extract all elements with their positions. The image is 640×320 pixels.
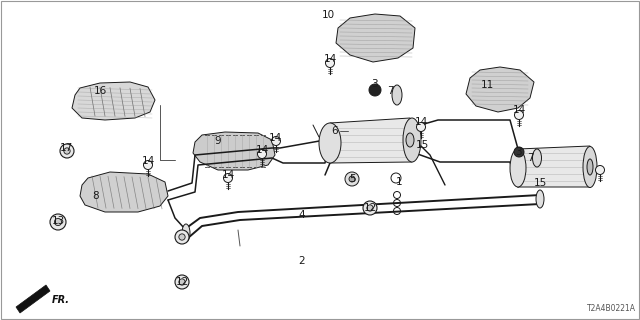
Circle shape bbox=[367, 205, 373, 211]
Circle shape bbox=[363, 201, 377, 215]
Text: 14: 14 bbox=[414, 117, 428, 127]
Text: 15: 15 bbox=[533, 178, 547, 188]
Text: FR.: FR. bbox=[52, 295, 70, 305]
Text: 14: 14 bbox=[268, 133, 282, 143]
Circle shape bbox=[64, 148, 70, 154]
Text: 17: 17 bbox=[60, 143, 72, 153]
Circle shape bbox=[143, 161, 152, 170]
Circle shape bbox=[369, 84, 381, 96]
Polygon shape bbox=[193, 132, 275, 170]
Circle shape bbox=[417, 123, 426, 132]
Circle shape bbox=[179, 234, 185, 240]
Text: 4: 4 bbox=[299, 210, 305, 220]
Circle shape bbox=[179, 279, 185, 285]
Circle shape bbox=[50, 214, 66, 230]
Text: 14: 14 bbox=[221, 170, 235, 180]
Text: T2A4B0221A: T2A4B0221A bbox=[587, 304, 636, 313]
Circle shape bbox=[223, 173, 232, 182]
Text: 6: 6 bbox=[332, 126, 339, 136]
Text: 8: 8 bbox=[93, 191, 99, 201]
Polygon shape bbox=[518, 146, 592, 187]
Polygon shape bbox=[80, 172, 168, 212]
Ellipse shape bbox=[406, 133, 414, 147]
Circle shape bbox=[515, 110, 524, 119]
Polygon shape bbox=[16, 285, 50, 313]
Text: 3: 3 bbox=[371, 79, 378, 89]
Text: 3: 3 bbox=[515, 147, 522, 157]
Text: 5: 5 bbox=[349, 174, 355, 184]
Circle shape bbox=[514, 147, 524, 157]
Text: 14: 14 bbox=[255, 145, 269, 155]
Text: 14: 14 bbox=[513, 105, 525, 115]
Text: 2: 2 bbox=[299, 256, 305, 266]
Ellipse shape bbox=[583, 147, 597, 188]
Ellipse shape bbox=[510, 149, 526, 187]
Ellipse shape bbox=[532, 149, 541, 167]
Ellipse shape bbox=[392, 85, 402, 105]
Circle shape bbox=[595, 165, 605, 174]
Text: 13: 13 bbox=[51, 216, 65, 226]
Text: 11: 11 bbox=[481, 80, 493, 90]
Ellipse shape bbox=[182, 224, 190, 242]
Text: 14: 14 bbox=[141, 156, 155, 166]
Circle shape bbox=[175, 275, 189, 289]
Polygon shape bbox=[72, 82, 155, 120]
Circle shape bbox=[60, 144, 74, 158]
Text: 1: 1 bbox=[396, 177, 403, 187]
Ellipse shape bbox=[587, 159, 593, 175]
Ellipse shape bbox=[403, 118, 421, 162]
Text: 10: 10 bbox=[321, 10, 335, 20]
Circle shape bbox=[257, 149, 266, 158]
Circle shape bbox=[326, 59, 335, 68]
Text: 16: 16 bbox=[93, 86, 107, 96]
Ellipse shape bbox=[536, 190, 544, 208]
Circle shape bbox=[54, 218, 61, 226]
Text: 15: 15 bbox=[415, 140, 429, 150]
Text: 12: 12 bbox=[364, 203, 376, 213]
Circle shape bbox=[349, 176, 355, 182]
Circle shape bbox=[175, 230, 189, 244]
Circle shape bbox=[271, 137, 280, 146]
Text: 7: 7 bbox=[527, 153, 533, 163]
Polygon shape bbox=[466, 67, 534, 112]
Polygon shape bbox=[336, 14, 415, 62]
Polygon shape bbox=[330, 118, 415, 163]
Text: 12: 12 bbox=[175, 277, 189, 287]
Circle shape bbox=[345, 172, 359, 186]
Text: 14: 14 bbox=[323, 54, 337, 64]
Ellipse shape bbox=[319, 123, 341, 163]
Text: 7: 7 bbox=[387, 86, 394, 96]
Text: 9: 9 bbox=[214, 136, 221, 146]
